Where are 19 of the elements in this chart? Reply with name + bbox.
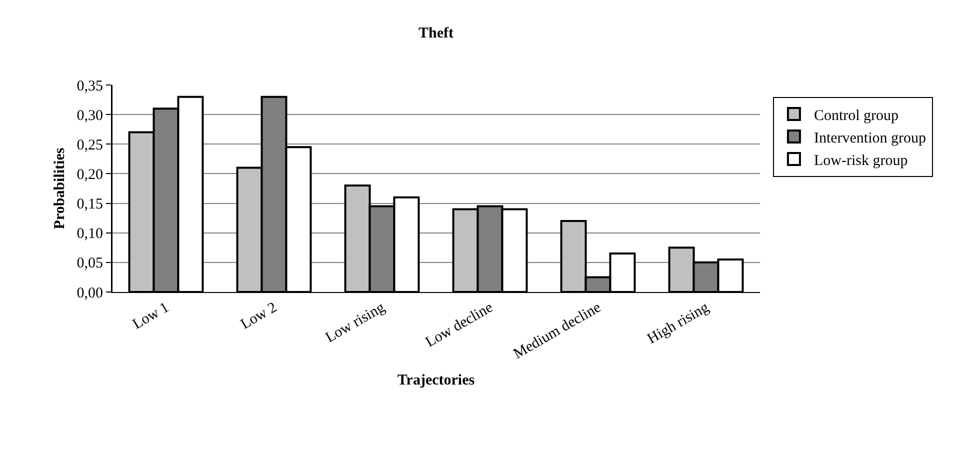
x-tick-label: High rising xyxy=(644,299,712,348)
y-tick-label: 0,05 xyxy=(76,256,103,272)
legend-label: Control group xyxy=(814,108,899,124)
y-tick-label: 0,15 xyxy=(76,196,103,213)
x-tick-label: Low decline xyxy=(423,299,496,351)
y-tick-label: 0,20 xyxy=(76,166,103,183)
y-axis-title: Probabilities xyxy=(52,148,68,230)
legend-label: Intervention group xyxy=(814,130,926,146)
x-tick-label: Low 1 xyxy=(130,300,172,333)
x-tick-label: Low 2 xyxy=(238,300,280,333)
y-tick-label: 0,25 xyxy=(76,137,103,154)
y-tick-label: 0,30 xyxy=(76,108,103,124)
x-axis-title: Trajectories xyxy=(397,372,475,388)
y-tick-label: 0,10 xyxy=(76,226,103,242)
y-tick-label: 0,35 xyxy=(76,78,103,94)
chart-title: Theft xyxy=(418,26,454,42)
x-tick-label: Low rising xyxy=(323,299,388,346)
legend-label: Low-risk group xyxy=(814,152,908,169)
y-tick-label: 0,00 xyxy=(76,285,103,302)
